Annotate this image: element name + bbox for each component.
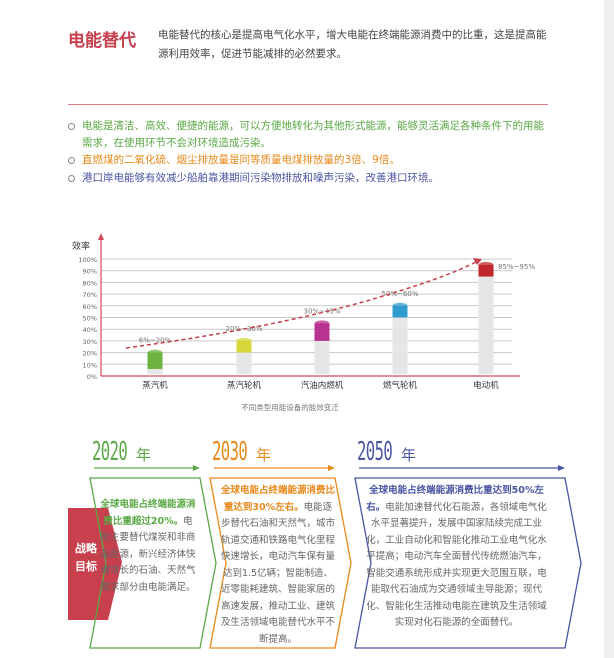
y-tick-label: 40%	[83, 326, 97, 334]
stage-text: 电能主要替代煤炭和非商品能源，新兴经济体快速增长的石油、天然气需求部分由电能满足…	[100, 515, 196, 593]
bar-cap	[392, 302, 408, 309]
side-label: 战略目标	[75, 542, 97, 573]
bullet-text: 港口岸电能够有效减少船舶靠港期间污染物排放和噪声污染，改善港口环境。	[82, 172, 439, 184]
bar-range	[236, 340, 252, 353]
bar-base	[478, 264, 494, 374]
bar-cap	[314, 320, 330, 327]
bar-cap	[147, 349, 163, 356]
bullet-emissions: 直燃煤的二氧化硫、烟尘排放量是同等质量电煤排放量的3倍、9倍。	[68, 152, 548, 169]
stage-chevron	[89, 477, 217, 649]
trend-line	[125, 260, 479, 349]
y-axis-label: 效率	[72, 240, 90, 252]
bar-cap	[236, 337, 252, 344]
timeline	[68, 465, 582, 649]
stage-highlight: 全球电能占终端能源消费比重达到30%左右。	[220, 485, 335, 513]
divider	[68, 104, 548, 105]
stage-chevron	[354, 477, 582, 649]
y-tick-label: 90%	[83, 268, 97, 276]
stage-year: 2030 年	[212, 437, 271, 467]
y-axis-arrow-icon	[98, 233, 104, 240]
efficiency-chart: 0% 10% 20% 30% 40% 50% 60% 70% 80% 90% 100% 6%~20% 蒸…	[72, 233, 535, 412]
year-number: 2030	[212, 437, 248, 467]
x-tick-label: 蒸汽轮机	[227, 380, 262, 391]
page-title: 电能替代	[68, 31, 136, 51]
y-tick-label: 80%	[83, 279, 97, 287]
bar-range	[478, 264, 494, 277]
year-unit: 年	[256, 446, 272, 464]
bar-range	[314, 323, 330, 341]
y-tick-label: 0%	[87, 373, 97, 381]
x-tick-label: 燃气轮机	[383, 380, 418, 391]
y-tick-label: 10%	[83, 361, 97, 369]
bar-data-label: 6%~20%	[139, 337, 172, 345]
bar-data-label: 50%~60%	[382, 290, 419, 298]
year-number: 2020	[92, 437, 128, 467]
bar-range	[147, 352, 163, 369]
stage-year: 2020 年	[92, 437, 151, 467]
bar-base	[392, 305, 408, 374]
x-tick-label: 电动机	[473, 380, 499, 391]
strategy-label-block	[68, 508, 122, 620]
bar-data-label: 85%~95%	[498, 263, 535, 271]
y-tick-label: 20%	[83, 350, 97, 358]
bullet-text: 电能是清洁、高效、便捷的能源，可以方便地转化为其他形式能源，能够灵活满足各种条件…	[82, 120, 544, 149]
stage-text: 电能加速替代化石能源，各领域电气化水平显著提升，发展中国家陆续完成工业化，工业自…	[366, 501, 547, 629]
y-tick-label: 50%	[83, 315, 97, 323]
y-tick-label: 60%	[83, 303, 97, 311]
y-tick-label: 70%	[83, 291, 97, 299]
intro-text: 电能替代的核心是提高电气化水平，增大电能在终端能源消费中的比重，这是提高能源利用…	[158, 29, 547, 60]
stage-description: 全球电能占终端能源消费比重达到30%左右。电能逐步替代石油和天然气，城市轨道交通…	[220, 483, 336, 648]
stage-highlight: 全球电能占终端能源消费比重超过20%。	[100, 499, 196, 527]
bullet-shore-power: 港口岸电能够有效减少船舶靠港期间污染物排放和噪声污染，改善港口环境。	[68, 170, 548, 187]
y-tick-label: 30%	[83, 338, 97, 346]
year-unit: 年	[136, 446, 152, 464]
stage-highlight: 全球电能占终端能源消费比重达到50%左右。	[366, 485, 544, 513]
bullet-icon	[68, 175, 75, 182]
stage-description: 全球电能占终端能源消费比重达到50%左右。电能加速替代化石能源，各领域电气化水平…	[364, 483, 549, 632]
stage-chevron	[209, 477, 352, 649]
bullet-icon	[68, 123, 75, 130]
stage-description: 全球电能占终端能源消费比重超过20%。电能主要替代煤炭和非商品能源，新兴经济体快…	[100, 497, 196, 596]
bar-data-label: 30%~45%	[304, 307, 341, 315]
chart-caption: 不同类型用能设备的能效变迁	[241, 402, 339, 412]
stage-year: 2050 年	[357, 437, 416, 467]
bullet-clean-energy: 电能是清洁、高效、便捷的能源，可以方便地转化为其他形式能源，能够灵活满足各种条件…	[68, 118, 548, 152]
scrollbar[interactable]	[604, 0, 614, 658]
bar-cap	[478, 261, 494, 268]
bullet-icon	[68, 157, 75, 164]
stage-text: 电能逐步替代石油和天然气，城市轨道交通和铁路电气化里程快速增长，电动汽车保有量达…	[220, 501, 335, 645]
bullet-text: 直燃煤的二氧化硫、烟尘排放量是同等质量电煤排放量的3倍、9倍。	[82, 154, 400, 166]
trend-arrow-icon	[473, 258, 482, 265]
arrow-head-icon	[558, 465, 565, 471]
year-unit: 年	[401, 446, 417, 464]
y-tick-label: 100%	[78, 256, 97, 264]
x-tick-label: 汽油内燃机	[301, 380, 344, 391]
bar-range	[392, 305, 408, 318]
x-tick-label: 蒸汽机	[142, 380, 168, 391]
arrow-head-icon	[328, 465, 335, 471]
year-number: 2050	[357, 437, 393, 467]
arrow-head-icon	[193, 465, 200, 471]
